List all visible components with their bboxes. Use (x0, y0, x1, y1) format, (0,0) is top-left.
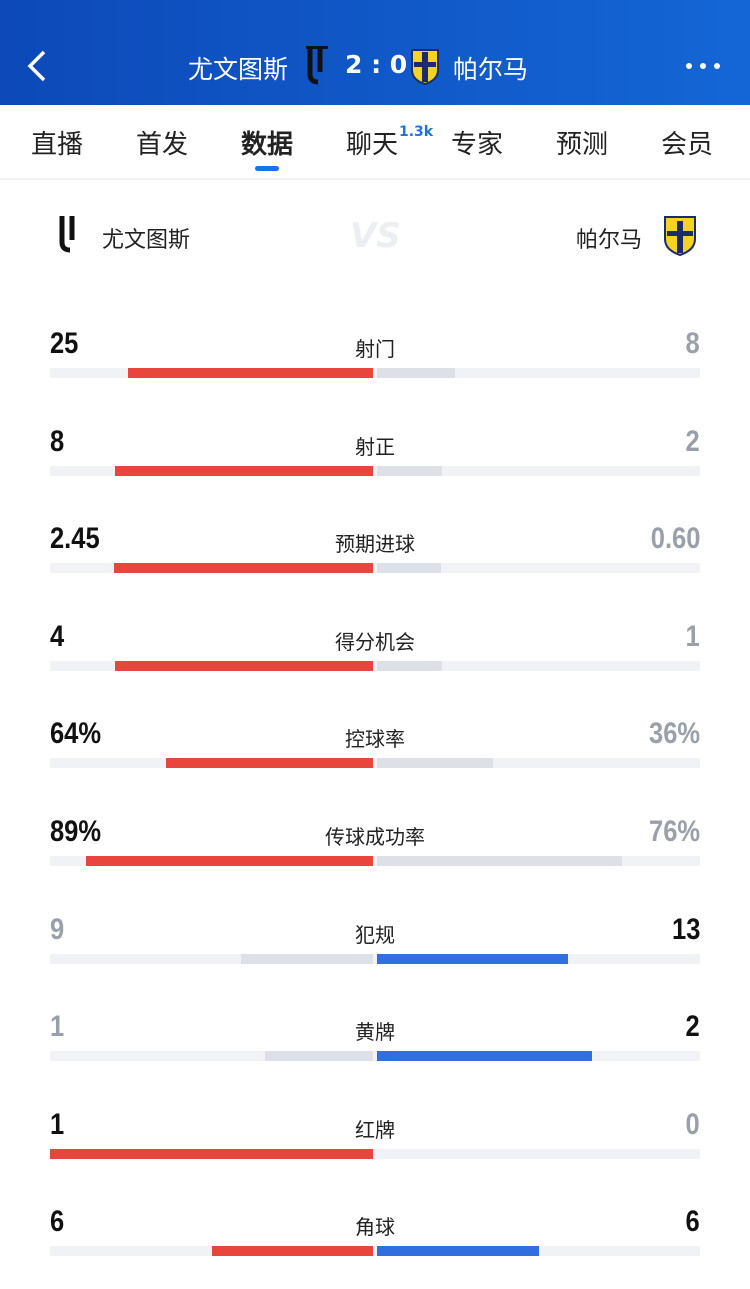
bar-track (50, 1051, 700, 1062)
away-value: 2 (685, 1010, 700, 1044)
bar-track (50, 953, 700, 964)
stat-name: 角球 (355, 1215, 395, 1240)
bar-track (50, 1148, 700, 1159)
home-value: 9 (50, 912, 65, 946)
tab[interactable]: 聊天 (345, 130, 398, 160)
bar-track (50, 660, 700, 671)
away-value: 36% (648, 717, 700, 751)
stat-name: 射正 (355, 434, 395, 459)
away-value: 1 (685, 619, 700, 653)
away-logo-small (664, 216, 696, 257)
stat-name: 犯规 (355, 922, 395, 947)
home-value: 1 (50, 1010, 65, 1044)
away-bar (377, 465, 442, 476)
stat-name: 得分机会 (335, 629, 415, 654)
bar-track (50, 563, 700, 574)
home-value: 89% (50, 815, 102, 848)
bar-track (50, 465, 700, 476)
home-team-name: 尤文图斯 (102, 228, 191, 253)
home-bar (85, 856, 373, 866)
tab[interactable]: 专家 (450, 130, 503, 160)
away-team-name: 帕尔马 (576, 228, 643, 253)
more-button[interactable] (684, 60, 724, 72)
tab[interactable]: 会员 (660, 130, 713, 160)
bar-track (50, 1246, 700, 1257)
home-bar (240, 953, 373, 964)
tab[interactable]: 数据 (240, 130, 293, 160)
away-bar (377, 660, 442, 671)
tab-indicator (255, 166, 279, 171)
home-bar (114, 465, 373, 476)
back-button[interactable] (22, 48, 52, 84)
away-value: 13 (671, 912, 700, 946)
divider (0, 178, 750, 180)
vs-label: VS (350, 216, 401, 256)
home-team: 尤文图斯 (188, 55, 289, 84)
away-value: 8 (685, 327, 700, 360)
away-value: 2 (685, 424, 700, 458)
home-value: 1 (50, 1107, 65, 1141)
away-bar (377, 368, 456, 378)
home-value: 25 (50, 327, 79, 360)
tab[interactable]: 首发 (135, 130, 188, 160)
home-value: 8 (50, 424, 65, 458)
away-value: 0.60 (650, 522, 700, 556)
bar-track (50, 856, 700, 866)
away-bar (377, 856, 623, 866)
home-bar (113, 563, 373, 574)
away-bar (377, 563, 441, 574)
home-bar (211, 1246, 373, 1257)
stat-name: 黄牌 (355, 1020, 395, 1045)
home-logo (306, 46, 328, 85)
bar-track (50, 368, 700, 378)
home-value: 4 (50, 619, 65, 653)
away-value: 0 (685, 1107, 700, 1141)
home-bar (166, 758, 373, 769)
away-value: 6 (685, 1205, 700, 1239)
tab[interactable]: 直播 (30, 130, 83, 160)
tab[interactable]: 预测 (555, 130, 608, 160)
stat-name: 控球率 (345, 727, 405, 752)
home-bar (50, 1148, 373, 1159)
home-bar (128, 368, 373, 378)
away-team: 帕尔马 (453, 55, 529, 84)
header-bar (0, 0, 750, 105)
home-bar (114, 660, 373, 671)
stat-name: 红牌 (355, 1117, 395, 1142)
away-bar (377, 1051, 593, 1062)
away-value: 76% (648, 815, 700, 848)
chat-badge: 1.3k (399, 124, 434, 140)
home-bar (265, 1051, 373, 1062)
away-bar (377, 953, 568, 964)
home-value: 2.45 (50, 522, 100, 556)
away-bar (377, 758, 494, 769)
stat-name: 射门 (355, 337, 395, 361)
stat-name: 预期进球 (335, 532, 415, 557)
home-value: 6 (50, 1205, 65, 1239)
stat-name: 传球成功率 (325, 825, 425, 849)
home-value: 64% (50, 717, 102, 751)
home-logo-small (59, 216, 75, 253)
away-bar (377, 1246, 539, 1257)
bar-track (50, 758, 700, 769)
away-logo (411, 49, 439, 86)
score: 2 : 0 (345, 50, 408, 79)
